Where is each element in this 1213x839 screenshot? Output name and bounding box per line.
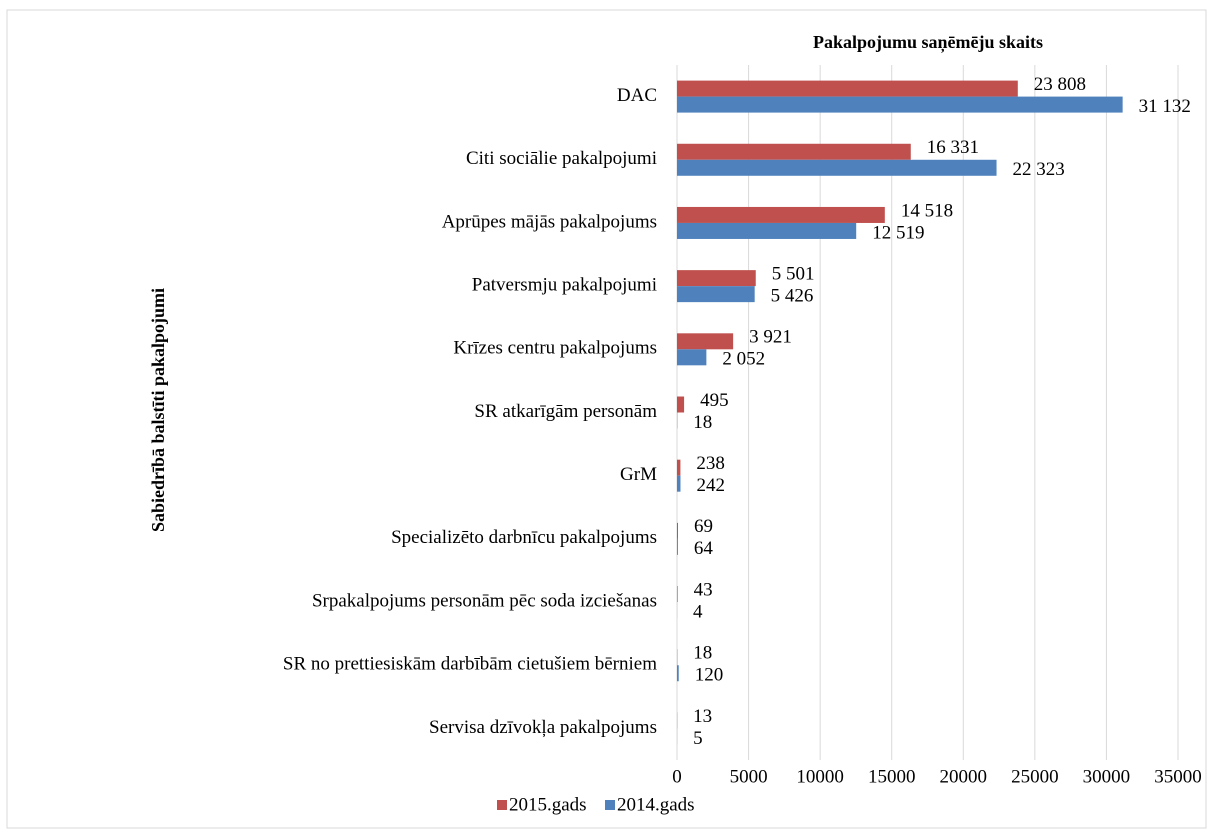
legend-swatch bbox=[497, 800, 507, 810]
bar bbox=[677, 476, 680, 492]
x-tick-label: 0 bbox=[672, 766, 682, 787]
y-tick-label: Specializēto darbnīcu pakalpojums bbox=[391, 527, 657, 548]
y-tick-label: GrM bbox=[620, 464, 657, 485]
bar bbox=[677, 160, 997, 176]
value-label: 495 bbox=[700, 390, 729, 411]
x-tick-label: 30000 bbox=[1083, 766, 1131, 787]
y-tick-label: Servisa dzīvokļa pakalpojums bbox=[429, 717, 657, 738]
y-tick-label: Patversmju pakalpojumi bbox=[472, 274, 657, 295]
bar bbox=[677, 223, 856, 239]
value-label: 43 bbox=[694, 579, 713, 600]
x-tick-label: 35000 bbox=[1154, 766, 1202, 787]
legend-label: 2015.gads bbox=[509, 794, 587, 815]
value-label: 5 501 bbox=[772, 263, 815, 284]
bar bbox=[677, 270, 756, 286]
bar bbox=[677, 523, 678, 539]
bar bbox=[677, 97, 1123, 113]
value-label: 23 808 bbox=[1034, 74, 1086, 95]
value-label: 22 323 bbox=[1013, 159, 1065, 180]
value-label: 14 518 bbox=[901, 200, 953, 221]
bar bbox=[677, 665, 679, 681]
value-label: 13 bbox=[693, 706, 712, 727]
value-label: 12 519 bbox=[872, 222, 924, 243]
bar bbox=[677, 397, 684, 413]
legend-label: 2014.gads bbox=[617, 794, 695, 815]
bar bbox=[677, 81, 1018, 97]
y-tick-label: Aprūpes mājās pakalpojums bbox=[442, 211, 657, 232]
bar bbox=[677, 286, 755, 302]
value-label: 242 bbox=[696, 475, 725, 496]
bar bbox=[677, 144, 911, 160]
value-label: 4 bbox=[693, 601, 703, 622]
value-label: 2 052 bbox=[722, 349, 765, 370]
x-tick-label: 25000 bbox=[1011, 766, 1059, 787]
value-label: 64 bbox=[694, 538, 714, 559]
value-label: 120 bbox=[695, 665, 724, 686]
value-label: 5 426 bbox=[771, 285, 814, 306]
x-tick-label: 10000 bbox=[796, 766, 844, 787]
value-label: 238 bbox=[696, 453, 725, 474]
bar bbox=[677, 349, 706, 365]
y-tick-label: SR no prettiesiskām darbībām cietušiem b… bbox=[283, 654, 657, 675]
value-label: 69 bbox=[694, 516, 713, 537]
value-label: 18 bbox=[693, 412, 712, 433]
y-tick-label: DAC bbox=[617, 85, 657, 106]
value-label: 3 921 bbox=[749, 327, 792, 348]
x-tick-label: 15000 bbox=[868, 766, 916, 787]
bar bbox=[677, 207, 885, 223]
y-axis-label: Sabiedrībā balstīti pakalpojumi bbox=[148, 288, 168, 532]
bar bbox=[677, 460, 680, 476]
bar bbox=[677, 586, 678, 602]
legend-swatch bbox=[605, 800, 615, 810]
x-tick-label: 20000 bbox=[940, 766, 988, 787]
value-label: 16 331 bbox=[927, 137, 979, 158]
y-tick-label: Krīzes centru pakalpojums bbox=[453, 338, 657, 359]
x-tick-label: 5000 bbox=[730, 766, 768, 787]
y-tick-label: SR atkarīgām personām bbox=[474, 401, 657, 422]
y-tick-label: Srpakalpojums personām pēc soda izciešan… bbox=[312, 590, 657, 611]
y-tick-label: Citi sociālie pakalpojumi bbox=[466, 148, 657, 169]
value-label: 18 bbox=[693, 643, 712, 664]
value-label: 31 132 bbox=[1139, 96, 1191, 117]
value-label: 5 bbox=[693, 728, 703, 749]
bar bbox=[677, 539, 678, 555]
bar bbox=[677, 333, 733, 349]
chart-title: Pakalpojumu saņēmēju skaits bbox=[813, 32, 1043, 53]
